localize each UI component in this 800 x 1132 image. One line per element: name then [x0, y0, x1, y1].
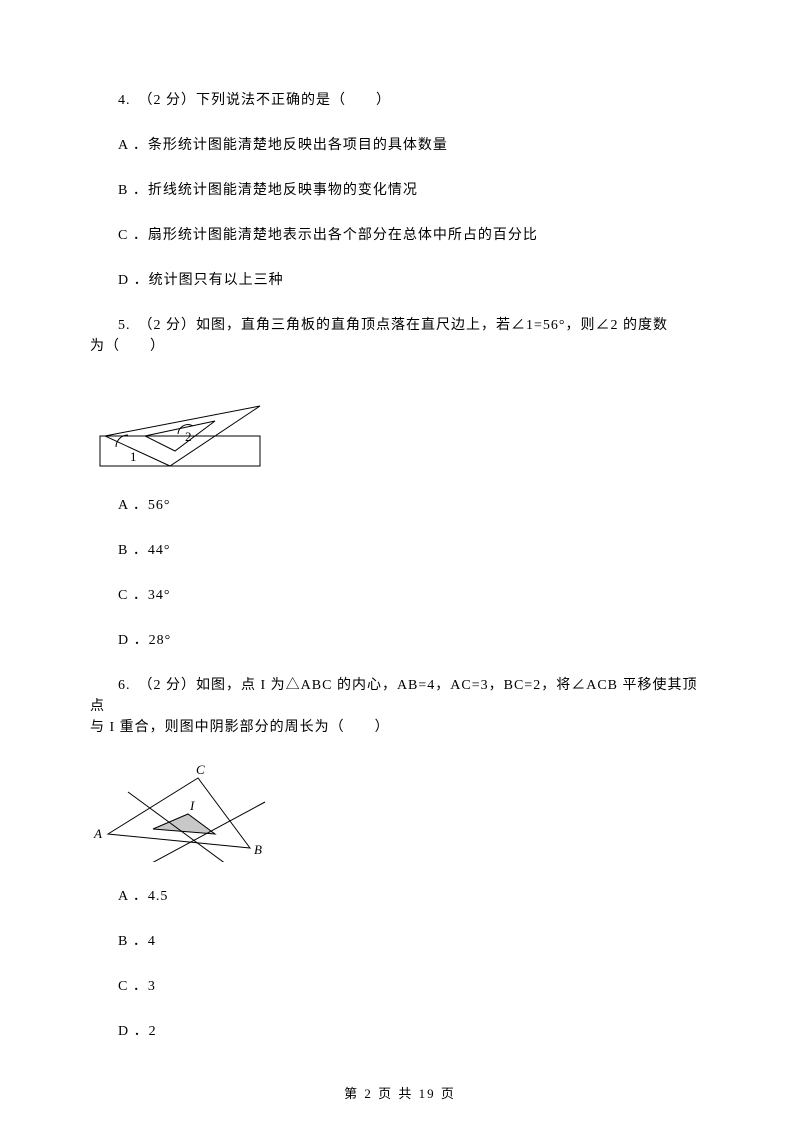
q5-option-b: B ．44° [90, 540, 710, 561]
q6-stem-line1: 6. （2 分）如图，点 I 为△ABC 的内心，AB=4，AC=3，BC=2，… [90, 675, 710, 717]
svg-text:C: C [196, 762, 205, 777]
q4-stem: 4. （2 分）下列说法不正确的是（ ） [90, 90, 710, 111]
q4-option-d: D ．统计图只有以上三种 [90, 270, 710, 291]
q6-stem-line2: 与 I 重合，则图中阴影部分的周长为（ ） [90, 717, 710, 738]
q4-option-b: B ．折线统计图能清楚地反映事物的变化情况 [90, 180, 710, 201]
q5-stem-line2: 为（ ） [90, 336, 710, 357]
q5-option-a: A ．56° [90, 495, 710, 516]
svg-text:I: I [189, 798, 195, 813]
page-body: 4. （2 分）下列说法不正确的是（ ） A ．条形统计图能清楚地反映出各项目的… [0, 0, 800, 1106]
q4-option-c: C ．扇形统计图能清楚地表示出各个部分在总体中所占的百分比 [90, 225, 710, 246]
q6-option-a: A ．4.5 [90, 886, 710, 907]
q6-figure: A B C I [90, 762, 710, 862]
svg-text:2: 2 [185, 429, 192, 444]
svg-text:B: B [254, 842, 262, 857]
svg-text:1: 1 [130, 449, 137, 464]
q5-figure: 12 [90, 381, 710, 471]
q5-option-d: D ．28° [90, 630, 710, 651]
q5-option-c: C ．34° [90, 585, 710, 606]
q4-option-a: A ．条形统计图能清楚地反映出各项目的具体数量 [90, 135, 710, 156]
q5-stem-line1: 5. （2 分）如图，直角三角板的直角顶点落在直尺边上，若∠1=56°，则∠2 … [90, 315, 710, 336]
svg-text:A: A [93, 826, 102, 841]
triangle-incenter-diagram: A B C I [90, 762, 285, 862]
q6-option-c: C ．3 [90, 976, 710, 997]
q6-option-d: D ．2 [90, 1021, 710, 1042]
q6-option-b: B ．4 [90, 931, 710, 952]
triangle-ruler-diagram: 12 [90, 381, 270, 471]
page-footer: 第 2 页 共 19 页 [0, 1083, 800, 1102]
